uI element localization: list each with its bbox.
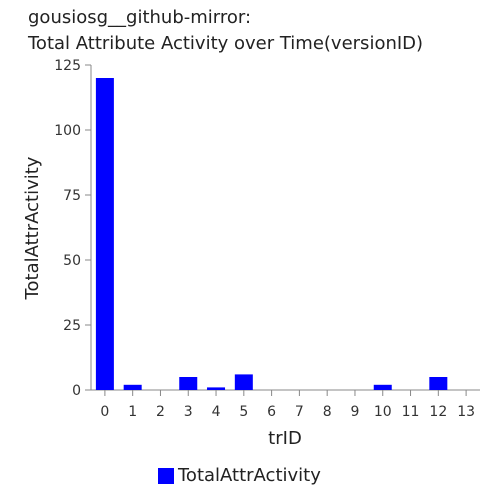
chart-title-line-2: Total Attribute Activity over Time(versi… (28, 33, 424, 54)
y-tick-label: 75 (63, 188, 81, 204)
x-tick-label: 9 (351, 404, 360, 420)
legend-swatch (158, 467, 174, 484)
y-tick-label: 50 (63, 253, 81, 269)
y-tick-label: 125 (54, 58, 81, 74)
x-tick-label: 12 (429, 404, 447, 420)
x-tick-label: 2 (156, 404, 165, 420)
y-axis: 0 25 50 75 100 125 (54, 58, 92, 399)
y-tick-label: 0 (72, 383, 81, 399)
x-tick-label: 3 (184, 404, 193, 420)
x-tick-label: 0 (100, 404, 109, 420)
x-axis: 0 1 2 3 4 5 6 7 8 9 10 11 12 13 (91, 389, 480, 420)
x-tick-label: 5 (239, 404, 248, 420)
legend: TotalAttrActivity (158, 465, 321, 486)
bar-1 (123, 384, 142, 390)
x-tick-label: 11 (402, 404, 420, 420)
x-tick-label: 7 (295, 404, 304, 420)
y-tick-label: 25 (63, 318, 81, 334)
bar-3 (179, 377, 198, 390)
y-tick-label: 100 (54, 123, 81, 139)
x-tick-label: 4 (212, 404, 221, 420)
bars (95, 78, 448, 390)
x-tick-label: 8 (323, 404, 332, 420)
bar-10 (373, 384, 392, 390)
bar-4 (207, 387, 226, 390)
x-axis-label: trID (268, 428, 302, 449)
legend-label: TotalAttrActivity (178, 465, 321, 486)
bar-5 (234, 374, 253, 390)
bar-0 (95, 78, 114, 390)
bar-12 (429, 377, 448, 390)
x-tick-label: 1 (128, 404, 137, 420)
x-tick-label: 13 (457, 404, 475, 420)
y-axis-label: TotalAttrActivity (22, 156, 43, 300)
chart-title-line-1: gousiosg__github-mirror: (28, 7, 252, 28)
x-tick-label: 6 (267, 404, 276, 420)
x-tick-label: 10 (374, 404, 392, 420)
